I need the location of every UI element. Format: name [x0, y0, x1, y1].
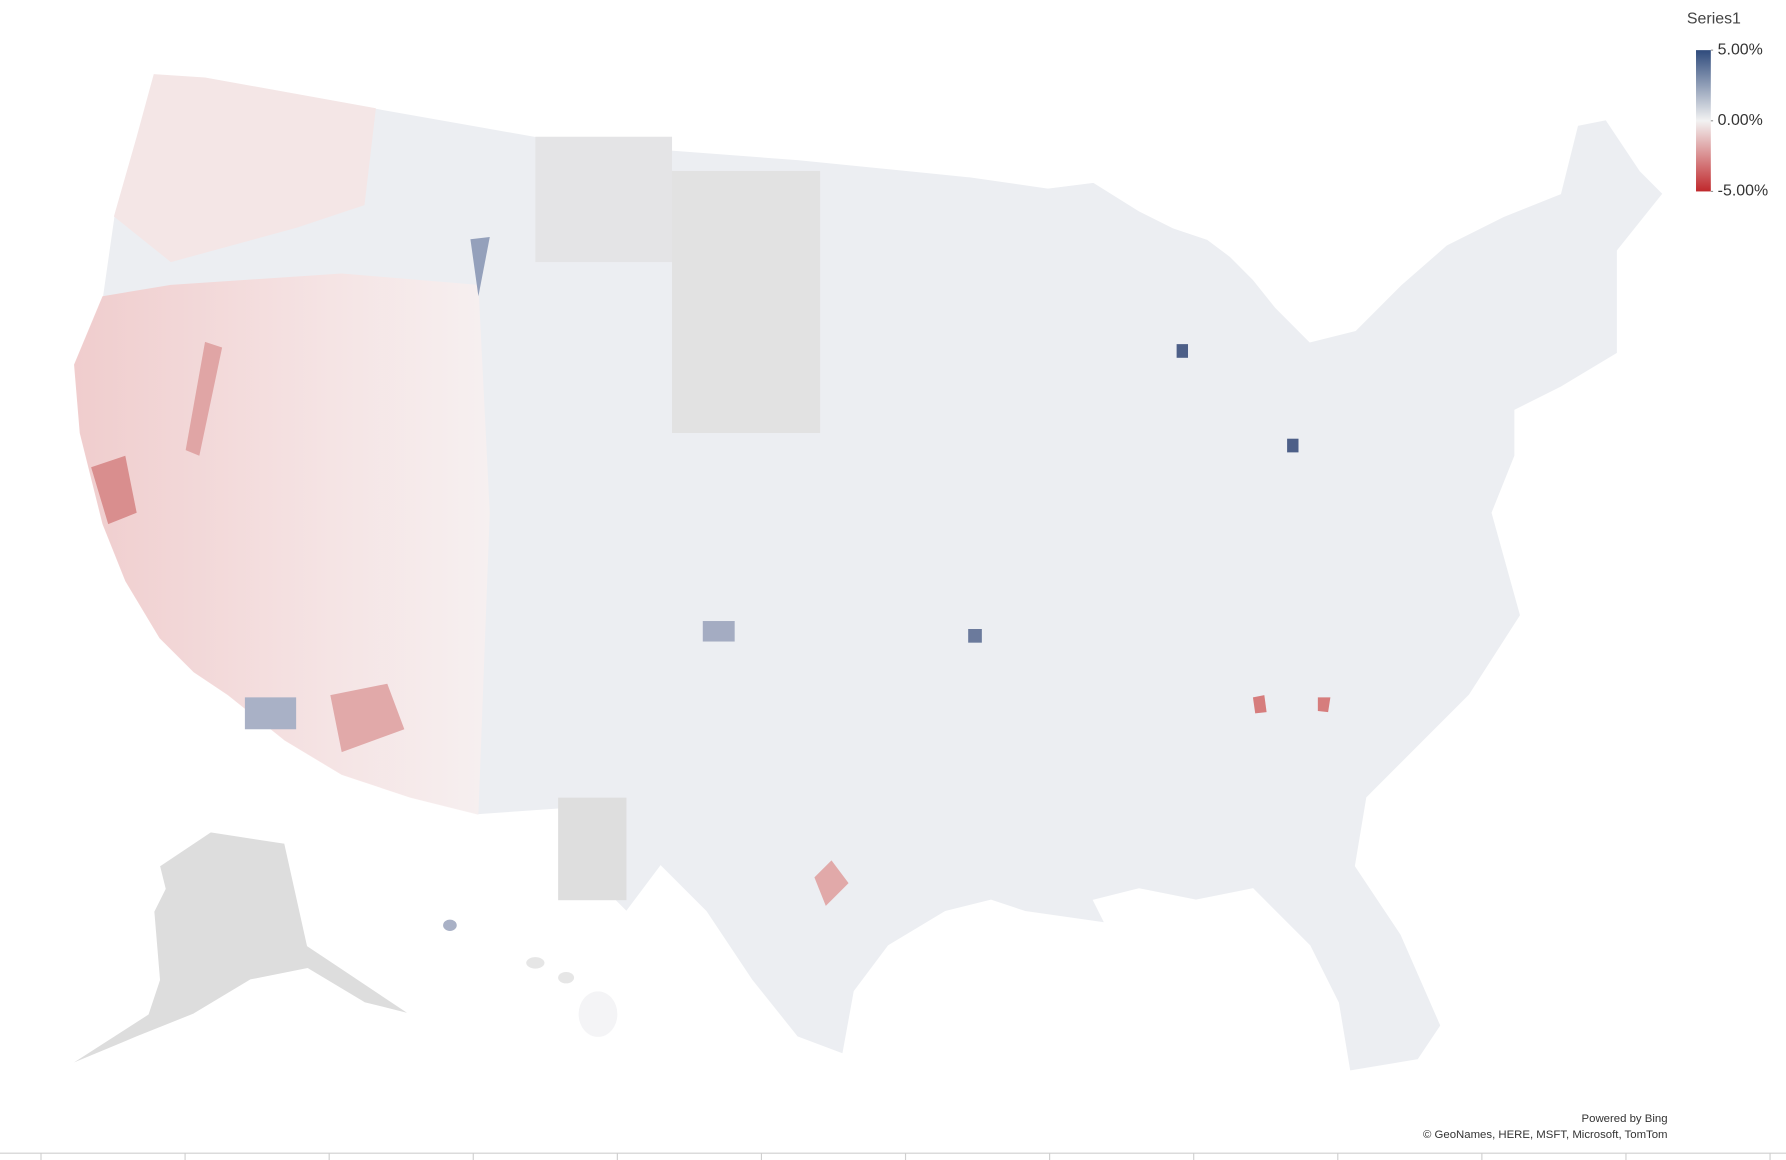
region [702, 621, 735, 642]
region [814, 860, 849, 906]
region [1317, 697, 1331, 713]
region [968, 628, 982, 643]
region [1287, 438, 1299, 453]
attribution: © GeoNames, HERE, MSFT, Microsoft, TomTo… [1423, 1129, 1668, 1141]
grey-plains [535, 136, 673, 263]
alaska [68, 831, 411, 1066]
hawaii [578, 991, 618, 1037]
bottom-ticks [40, 1153, 1771, 1160]
hawaii [526, 957, 545, 969]
grey-plains [672, 170, 821, 434]
region [1176, 344, 1189, 358]
legend-label: 0.00% [1718, 112, 1763, 129]
attribution: Powered by Bing [1582, 1113, 1668, 1125]
sf-bay [91, 455, 137, 525]
legend-label: -5.00% [1718, 183, 1768, 200]
northwest-region [113, 74, 376, 263]
legend-title: Series1 [1687, 11, 1741, 28]
legend-label: 5.00% [1718, 41, 1763, 58]
hawaii [558, 971, 575, 984]
west-region [74, 273, 490, 815]
legend: Series1 5.00% 0.00% -5.00% [1687, 11, 1768, 200]
region [244, 697, 297, 730]
grey-texas [558, 797, 627, 901]
region [470, 237, 490, 297]
region [330, 683, 405, 753]
region [1252, 695, 1267, 714]
color-bar [1696, 50, 1711, 192]
hawaii [443, 919, 457, 931]
region [185, 341, 223, 456]
